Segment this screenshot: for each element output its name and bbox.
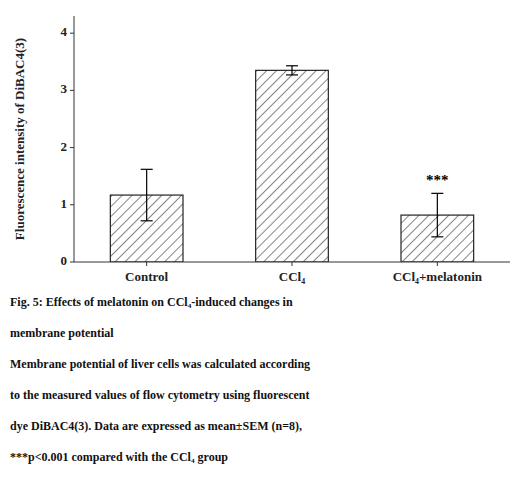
- error-line: [437, 193, 438, 236]
- chart: 0 1 2 3 4 Control CCl₄ CCl₄+melatonin Fluorescen…: [0, 0, 524, 501]
- error-line: [146, 169, 147, 220]
- y-tick-label: 4: [61, 24, 68, 39]
- y-tick: [70, 147, 74, 148]
- y-axis: [74, 16, 75, 262]
- x-tick-label: CCl₄: [279, 269, 305, 284]
- caption-line: membrane potential: [10, 326, 114, 340]
- error-cap: [141, 169, 153, 170]
- y-tick-label: 0: [61, 253, 68, 268]
- x-tick: [437, 262, 438, 266]
- y-tick-label: 2: [61, 139, 68, 154]
- caption-line: to the measured values of flow cytometry…: [10, 388, 310, 402]
- caption-line: Fig. 5: Effects of melatonin on CCl₄-ind…: [10, 295, 293, 309]
- caption-line: dye DiBAC4(3). Data are expressed as mea…: [10, 419, 302, 433]
- caption-line: ***p<0.001 compared with the CCl₄ group: [10, 450, 228, 464]
- error-bar: [286, 66, 298, 75]
- y-tick: [70, 33, 74, 34]
- y-tick: [70, 204, 74, 205]
- y-tick-label: 1: [61, 196, 68, 211]
- x-tick-label: CCl₄+melatonin: [393, 269, 483, 284]
- error-bar: [431, 193, 443, 236]
- error-cap: [431, 193, 443, 194]
- bar: [256, 70, 329, 262]
- caption-line: Membrane potential of liver cells was ca…: [10, 357, 310, 371]
- y-axis-label: Fluorescence intensity of DiBAC4(3): [12, 38, 27, 240]
- x-tick: [146, 262, 147, 266]
- significance-marker: ***: [426, 172, 449, 188]
- x-tick-label: Control: [125, 269, 168, 284]
- error-cap: [141, 220, 153, 221]
- y-tick: [70, 90, 74, 91]
- y-tick-label: 3: [61, 81, 68, 96]
- error-cap: [286, 65, 298, 66]
- error-cap: [286, 74, 298, 75]
- y-tick: [70, 262, 74, 263]
- error-cap: [431, 236, 443, 237]
- error-bar: [141, 169, 153, 220]
- bars: [110, 66, 473, 262]
- x-tick: [292, 262, 293, 266]
- error-line: [291, 66, 292, 75]
